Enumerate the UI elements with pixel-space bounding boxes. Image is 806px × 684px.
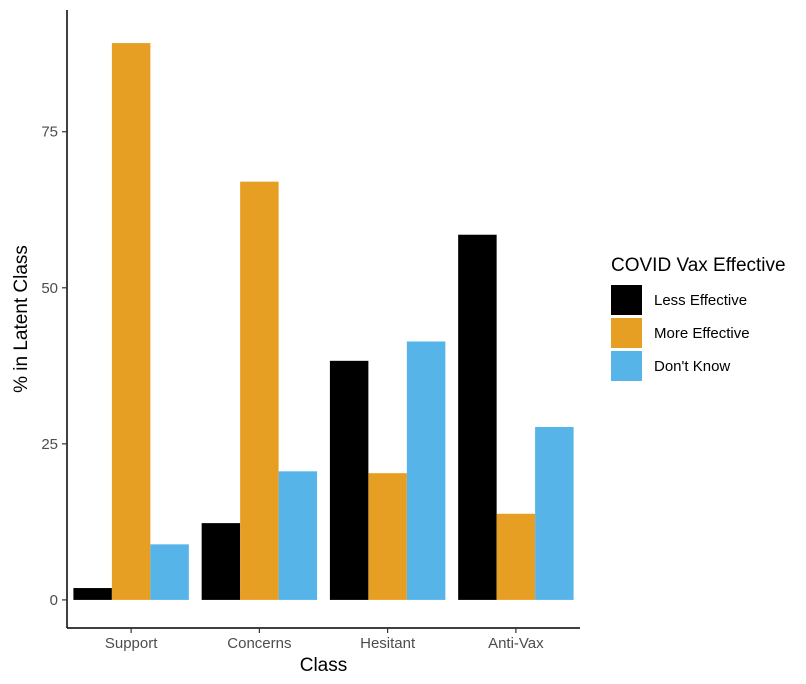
y-axis-title: % in Latent Class (11, 245, 32, 393)
bar-support-don-t-know (150, 544, 189, 600)
bar-anti-vax-less-effective (458, 234, 497, 600)
y-tick-label: 25 (41, 436, 58, 453)
bar-anti-vax-more-effective (496, 513, 536, 600)
bar-concerns-don-t-know (278, 471, 318, 600)
bar-hesitant-more-effective (368, 473, 407, 600)
legend-label-more-effective: More Effective (654, 325, 750, 342)
y-tick-label: 50 (41, 280, 58, 297)
y-tick-label: 75 (41, 124, 58, 141)
bar-hesitant-don-t-know (406, 341, 446, 600)
bar-hesitant-less-effective (329, 360, 369, 600)
y-axis-ticks: 0 25 50 75 (41, 124, 67, 609)
x-tick-label: Concerns (227, 635, 291, 652)
bar-support-less-effective (73, 588, 112, 600)
x-tick-label: Hesitant (360, 635, 416, 652)
bar-concerns-more-effective (240, 181, 279, 600)
legend-swatch-don-t-know (611, 351, 642, 381)
legend-label-don-t-know: Don't Know (654, 358, 730, 375)
bars-layer (73, 43, 574, 600)
bar-support-more-effective (111, 43, 151, 600)
x-axis-title: Class (300, 655, 348, 676)
x-tick-label: Support (105, 635, 158, 652)
x-tick-label: Anti-Vax (488, 635, 544, 652)
y-tick-label: 0 (50, 592, 58, 609)
legend-swatch-more-effective (611, 318, 642, 348)
legend-swatch-less-effective (611, 285, 642, 315)
legend: COVID Vax Effective Less Effective More E… (611, 255, 786, 381)
x-axis-ticks: Support Concerns Hesitant Anti-Vax (105, 628, 544, 652)
bar-concerns-less-effective (201, 523, 241, 600)
bar-anti-vax-don-t-know (535, 426, 574, 600)
legend-title: COVID Vax Effective (611, 255, 786, 276)
legend-label-less-effective: Less Effective (654, 292, 747, 309)
